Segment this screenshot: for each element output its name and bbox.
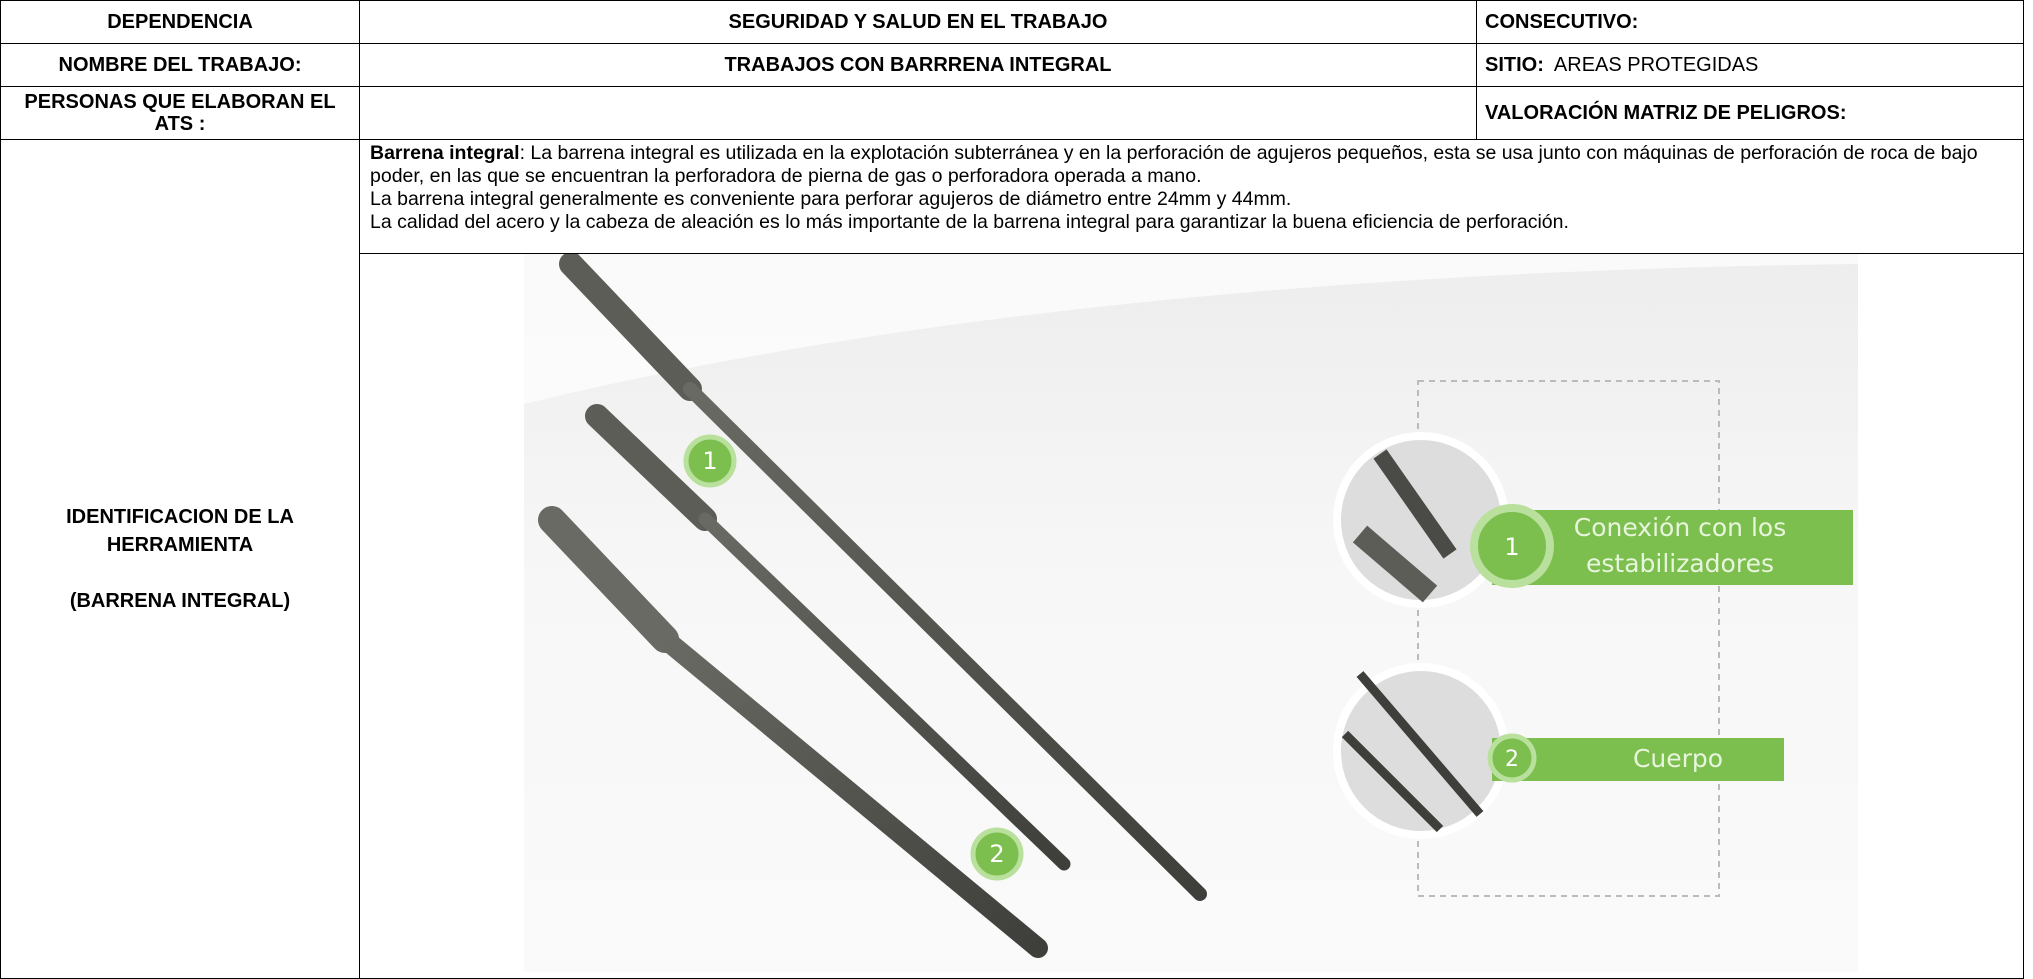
marker (683, 434, 737, 488)
zoom-rod (1356, 671, 1484, 817)
marker (970, 827, 1024, 881)
zoom-rod (1352, 525, 1438, 603)
rods (538, 254, 1207, 958)
callout-text: Cuerpo (1633, 744, 1723, 773)
rod (683, 382, 1207, 901)
callout-number: 1 (1504, 533, 1519, 561)
image-cell: 1 2 1 Conexión con los estabilizadores 2… (359, 253, 2024, 979)
image-bg (524, 254, 1858, 972)
zoom-rod (1341, 730, 1444, 833)
cell: CONSECUTIVO: (1476, 0, 2024, 44)
cell: VALORACIÓN MATRIZ DE PELIGROS: (1476, 86, 2024, 140)
rod-shank (585, 404, 717, 531)
bg-shape (524, 254, 1858, 404)
cell: SITIO: AREAS PROTEGIDAS (1476, 43, 2024, 87)
cell: DEPENDENCIA (0, 0, 360, 44)
marker-label: 2 (989, 840, 1004, 868)
rod (698, 512, 1071, 871)
cell: SEGURIDAD Y SALUD EN EL TRABAJO (359, 0, 1477, 44)
cell: NOMBRE DEL TRABAJO: (0, 43, 360, 87)
callout-number-bg (1470, 504, 1554, 588)
callout (1492, 738, 1784, 781)
tool-label: IDENTIFICACION DE LA HERRAMIENTA (BARREN… (0, 139, 360, 979)
callout-number: 2 (1505, 747, 1519, 772)
paragraph: La calidad del acero y la cabeza de alea… (370, 211, 1569, 233)
tool-image: 1 2 1 Conexión con los estabilizadores 2… (524, 254, 1858, 972)
paragraph: La barrena integral generalmente es conv… (370, 188, 1292, 210)
cell (359, 86, 1477, 140)
label: SITIO: (1485, 53, 1544, 76)
rod (655, 629, 1048, 958)
rod-shank (559, 254, 702, 401)
text: : La barrena integral es utilizada en la… (370, 142, 1978, 187)
callout-text: Conexión con los (1574, 513, 1786, 542)
marker-label: 1 (702, 447, 717, 475)
callout-number-bg (1487, 733, 1537, 783)
cell: TRABAJOS CON BARRRENA INTEGRAL (359, 43, 1477, 87)
cell: PERSONAS QUE ELABORAN EL ATS : (0, 86, 360, 140)
term: Barrena integral (370, 142, 520, 164)
zoom-rod (1373, 449, 1457, 559)
line: (BARRENA INTEGRAL) (69, 590, 291, 612)
paragraph: Barrena integral: La barrena integral es… (370, 142, 2013, 188)
line: IDENTIFICACION DE LA HERRAMIENTA (66, 506, 294, 556)
rod-shank (538, 506, 679, 653)
value: AREAS PROTEGIDAS (1553, 53, 1759, 76)
description: Barrena integral: La barrena integral es… (359, 139, 2024, 254)
callout-text: estabilizadores (1586, 549, 1774, 578)
